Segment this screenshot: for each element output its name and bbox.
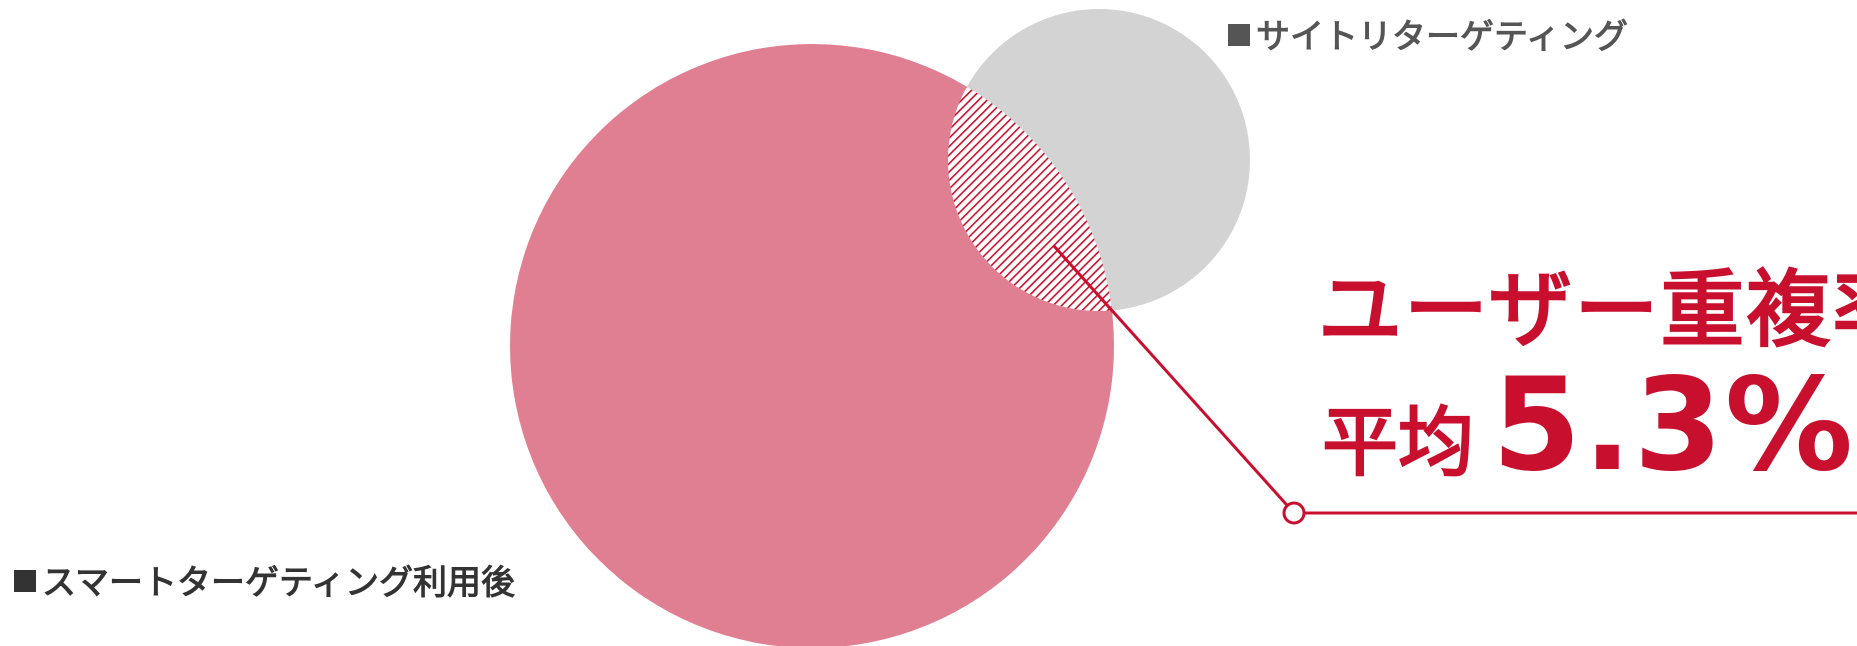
- overlap-title: ユーザー重複率: [1318, 261, 1857, 359]
- site-retargeting-label-text: サイトリターゲティング: [1256, 17, 1628, 57]
- overlap-rate-prefix: 平均: [1322, 398, 1474, 487]
- smart-targeting-label: スマートターゲティング利用後: [14, 566, 515, 600]
- smart-targeting-legend-marker: [14, 570, 36, 592]
- site-retargeting-label: サイトリターゲティング: [1228, 20, 1628, 54]
- overlap-rate: 平均 5.3%: [1322, 362, 1855, 490]
- callout-line: [1052, 244, 1296, 515]
- site-retargeting-legend-marker: [1228, 24, 1250, 46]
- callout-anchor-dot: [1282, 501, 1306, 525]
- smart-targeting-label-text: スマートターゲティング利用後: [42, 563, 515, 603]
- overlap-rate-value: 5.3%: [1492, 351, 1855, 500]
